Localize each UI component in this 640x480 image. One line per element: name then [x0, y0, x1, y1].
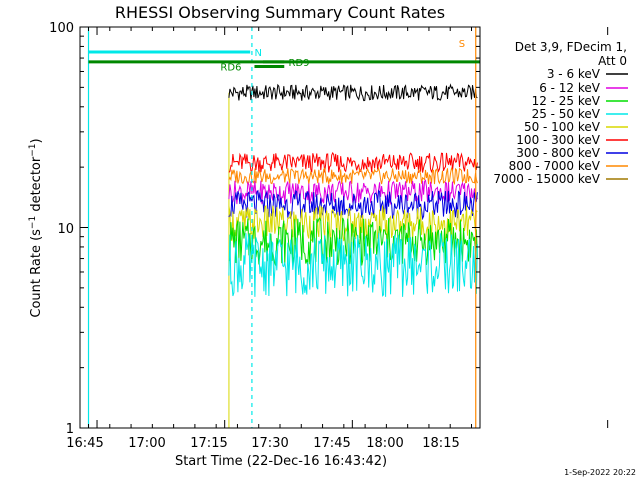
flag-label: RD6: [220, 63, 241, 74]
series-line: [228, 166, 478, 186]
series-line: [228, 189, 478, 221]
y-axis-label-exp2: −1: [28, 143, 38, 156]
legend: Det 3,9, FDecim 1, Att 0 3 - 6 keV 6 - 1…: [493, 40, 628, 186]
y-axis-label-exp1: −1: [28, 216, 38, 229]
footer-timestamp: 1-Sep-2022 20:22: [564, 468, 636, 477]
series-line: [228, 83, 478, 102]
flag-label: N: [254, 48, 261, 59]
x-tick-label-1815: 18:15: [422, 436, 459, 451]
x-tick-label-1730: 17:30: [251, 436, 288, 451]
x-tick-label-1715: 17:15: [190, 436, 227, 451]
legend-label-6-12kev: 6 - 12 keV: [539, 81, 601, 95]
y-tick-label-100: 100: [49, 21, 74, 36]
y-axis-label-part2: detector: [29, 156, 44, 216]
legend-header-line1: Det 3,9, FDecim 1,: [515, 40, 627, 54]
chart-title: RHESSI Observing Summary Count Rates: [115, 3, 445, 22]
legend-label-7000-15000kev: 7000 - 15000 keV: [493, 172, 600, 186]
legend-label-50-100kev: 50 - 100 keV: [524, 120, 601, 134]
legend-label-100-300kev: 100 - 300 keV: [516, 133, 600, 147]
series-line: [228, 233, 478, 297]
series-line: [228, 151, 478, 174]
y-axis-label-part3: ): [29, 138, 44, 143]
y-axis-ticks: [80, 26, 480, 429]
flag-label: S: [459, 39, 465, 50]
x-tick-label-1645: 16:45: [66, 436, 103, 451]
legend-label-800-7000kev: 800 - 7000 keV: [509, 159, 601, 173]
y-axis-label-part1: Count Rate (s: [29, 229, 44, 318]
x-axis-label: Start Time (22-Dec-16 16:43:42): [175, 454, 387, 469]
legend-label-300-800kev: 300 - 800 keV: [516, 146, 600, 160]
legend-label-25-50kev: 25 - 50 keV: [532, 107, 601, 121]
x-tick-label-1700: 17:00: [128, 436, 165, 451]
x-tick-label-1745: 17:45: [313, 436, 350, 451]
y-tick-label-10: 10: [57, 222, 74, 237]
flag-layer: NSRD9RD6: [88, 39, 480, 74]
legend-header-line2: Att 0: [598, 54, 627, 68]
legend-label-3-6kev: 3 - 6 keV: [547, 67, 601, 81]
y-axis-label: Count Rate (s−1 detector−1): [28, 138, 44, 317]
legend-label-12-25kev: 12 - 25 keV: [532, 94, 601, 108]
x-tick-label-1800: 18:00: [366, 436, 403, 451]
y-tick-label-1: 1: [66, 422, 74, 437]
x-axis-ticks: [88, 27, 609, 428]
